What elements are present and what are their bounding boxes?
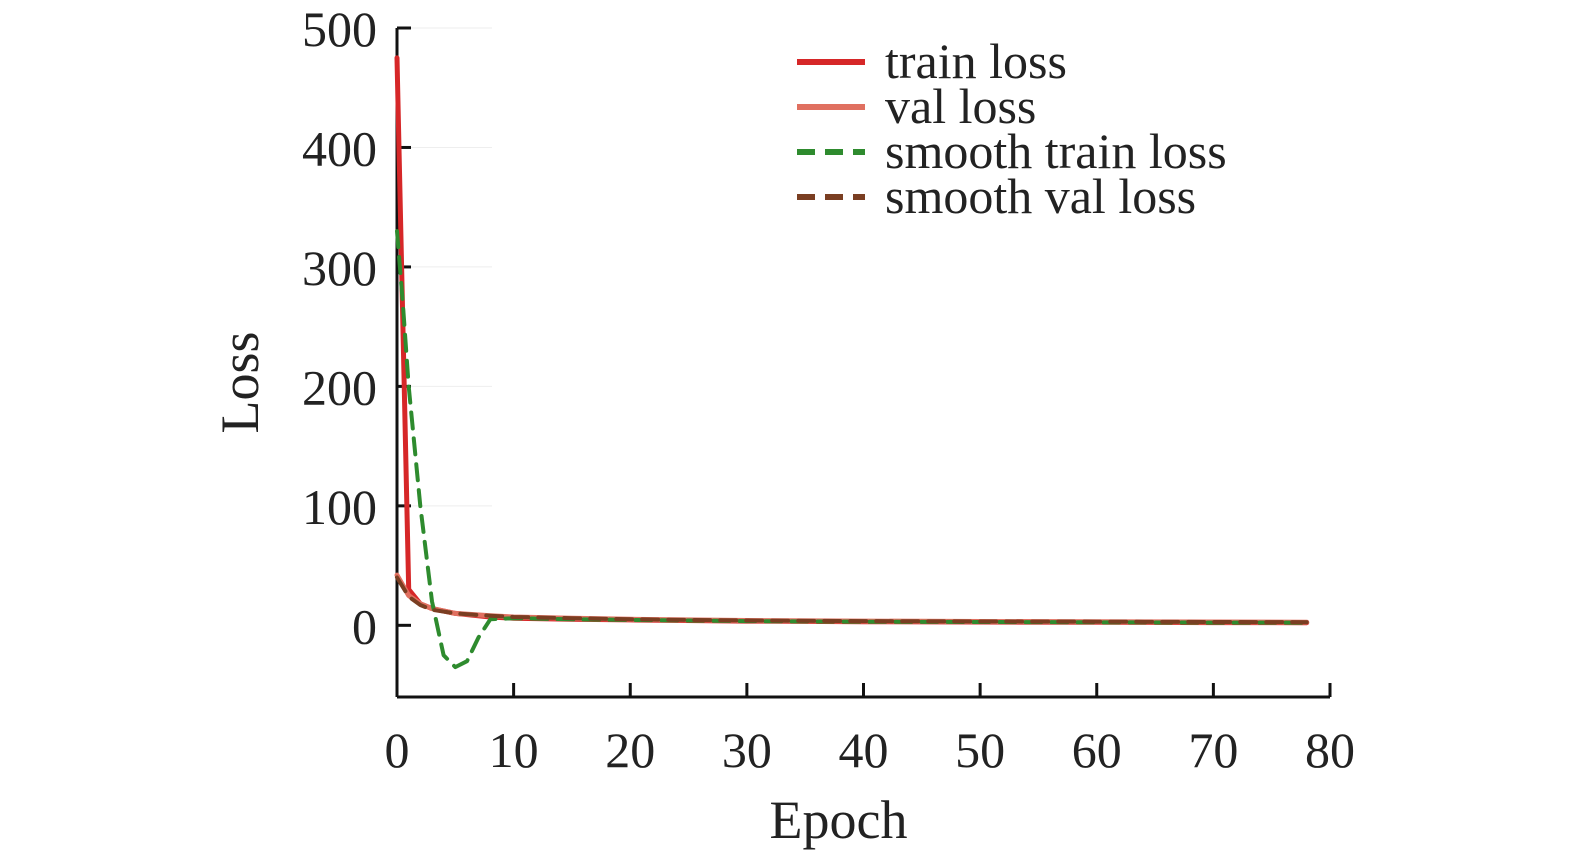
labels-layer: Epoch Loss bbox=[210, 331, 907, 850]
axes-layer: 0 10 20 30 40 50 60 70 80 0 100 200 300 400 500 bbox=[302, 1, 1355, 778]
y-tick-label: 400 bbox=[302, 120, 377, 176]
y-tick-label: 0 bbox=[352, 598, 377, 654]
y-axis-label: Loss bbox=[210, 331, 270, 433]
x-tick-label: 0 bbox=[385, 722, 410, 778]
x-tick-label: 80 bbox=[1305, 722, 1355, 778]
x-axis-label: Epoch bbox=[770, 790, 908, 850]
x-tick-label: 20 bbox=[605, 722, 655, 778]
x-tick-label: 60 bbox=[1072, 722, 1122, 778]
legend-label-smooth-train-loss: smooth train loss bbox=[885, 123, 1227, 179]
x-tick-label: 10 bbox=[489, 722, 539, 778]
grid-layer bbox=[397, 27, 492, 507]
series-line-smooth-train-loss bbox=[395, 229, 1309, 670]
legend-label-smooth-val-loss: smooth val loss bbox=[885, 168, 1196, 224]
series-line-smooth-val-loss bbox=[395, 575, 1309, 625]
x-tick-label: 70 bbox=[1188, 722, 1238, 778]
y-tick-label: 500 bbox=[302, 1, 377, 57]
legend-label-val-loss: val loss bbox=[885, 78, 1036, 134]
x-tick-label: 50 bbox=[955, 722, 1005, 778]
x-tick-label: 40 bbox=[839, 722, 889, 778]
legend-label-train-loss: train loss bbox=[885, 33, 1067, 89]
y-tick-label: 300 bbox=[302, 240, 377, 296]
series-line-val-loss bbox=[394, 572, 1310, 625]
y-tick-label: 100 bbox=[302, 479, 377, 535]
x-tick-label: 30 bbox=[722, 722, 772, 778]
y-tick-label: 200 bbox=[302, 359, 377, 415]
series-layer bbox=[394, 55, 1310, 670]
